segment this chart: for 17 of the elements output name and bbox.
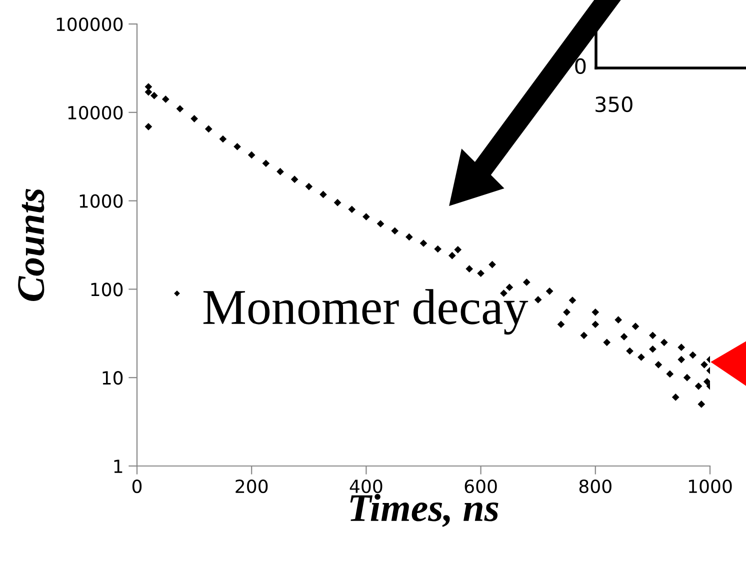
x-tick-label: 200 — [236, 480, 268, 494]
y-tick-label: 10 — [102, 371, 123, 385]
x-tick-label: 400 — [350, 480, 382, 494]
legend-label: Monomer decay — [203, 289, 528, 335]
y-tick-label: 100000 — [56, 17, 123, 32]
y-tick-label: 10000 — [68, 106, 123, 120]
annotation: 350 — [596, 96, 632, 112]
y-tick-label: 1000 — [80, 194, 123, 208]
x-axis-title: Times, ns — [350, 494, 498, 527]
x-tick-label: 600 — [464, 480, 497, 494]
annotation: 0 — [575, 58, 586, 74]
y-tick-label: 1 — [114, 460, 122, 473]
y-tick-label: 100 — [91, 282, 123, 296]
x-tick-label: 0 — [132, 480, 142, 494]
x-tick-label: 800 — [579, 480, 612, 494]
x-tick-label: 1000 — [689, 480, 732, 494]
y-axis-title: Counts — [18, 188, 44, 301]
